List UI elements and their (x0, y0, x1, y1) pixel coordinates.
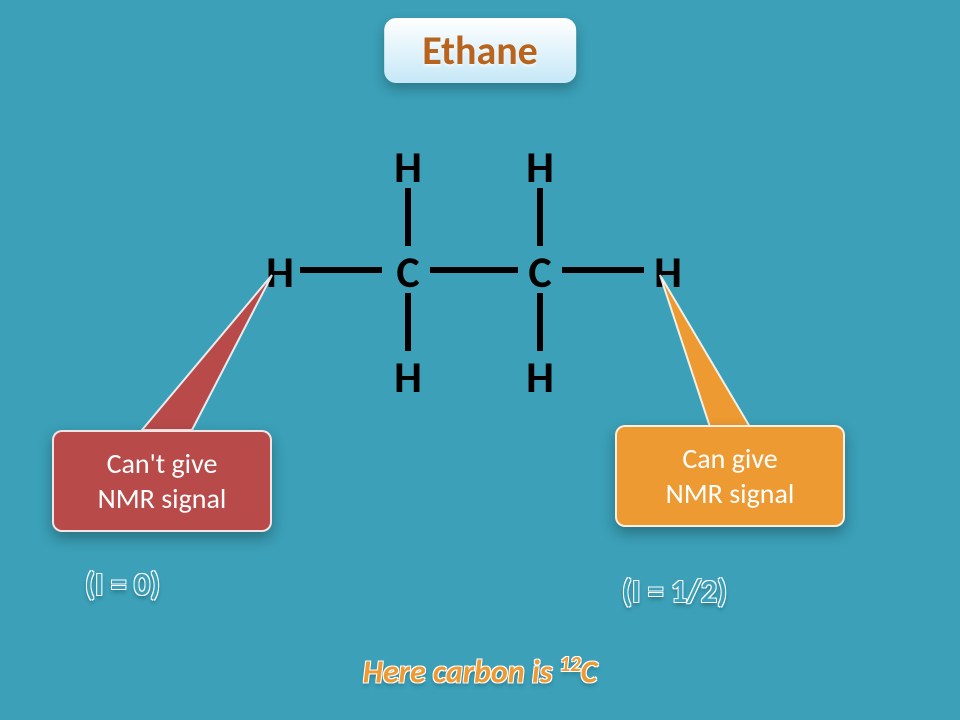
footer-sup: 12 (560, 651, 581, 677)
callout-left-pointer (102, 270, 332, 450)
callout-right: Can give NMR signal (615, 425, 845, 527)
title-text: Ethane (422, 26, 538, 75)
callout-right-pointer (610, 267, 810, 447)
atom-h-top-right: H (520, 140, 560, 194)
callout-left-line2: NMR signal (74, 481, 250, 516)
callout-right-box: Can give NMR signal (615, 425, 845, 527)
atom-h-top-left: H (388, 140, 428, 194)
atom-c-left: C (388, 245, 428, 299)
atom-h-bot-left: H (388, 350, 428, 404)
footer-pre: Here carbon is (363, 653, 560, 692)
spin-label-right: (I = 1/2) (622, 572, 727, 611)
callout-left: Can't give NMR signal (52, 430, 272, 532)
callout-left-box: Can't give NMR signal (52, 430, 272, 532)
bond-v-bot-left (405, 293, 411, 351)
atom-c-right: C (520, 245, 560, 299)
footer-post: C (581, 653, 598, 692)
footer-note: Here carbon is 12C (363, 651, 597, 692)
bond-h-center (430, 267, 518, 273)
callout-right-line1: Can give (637, 441, 823, 476)
atom-h-bot-right: H (520, 350, 560, 404)
spin-label-left: (I = 0) (85, 565, 160, 604)
callout-right-line2: NMR signal (637, 476, 823, 511)
bond-v-top-right (537, 188, 543, 246)
title-box: Ethane (384, 18, 576, 83)
bond-v-bot-right (537, 293, 543, 351)
bond-v-top-left (405, 188, 411, 246)
callout-left-line1: Can't give (74, 446, 250, 481)
